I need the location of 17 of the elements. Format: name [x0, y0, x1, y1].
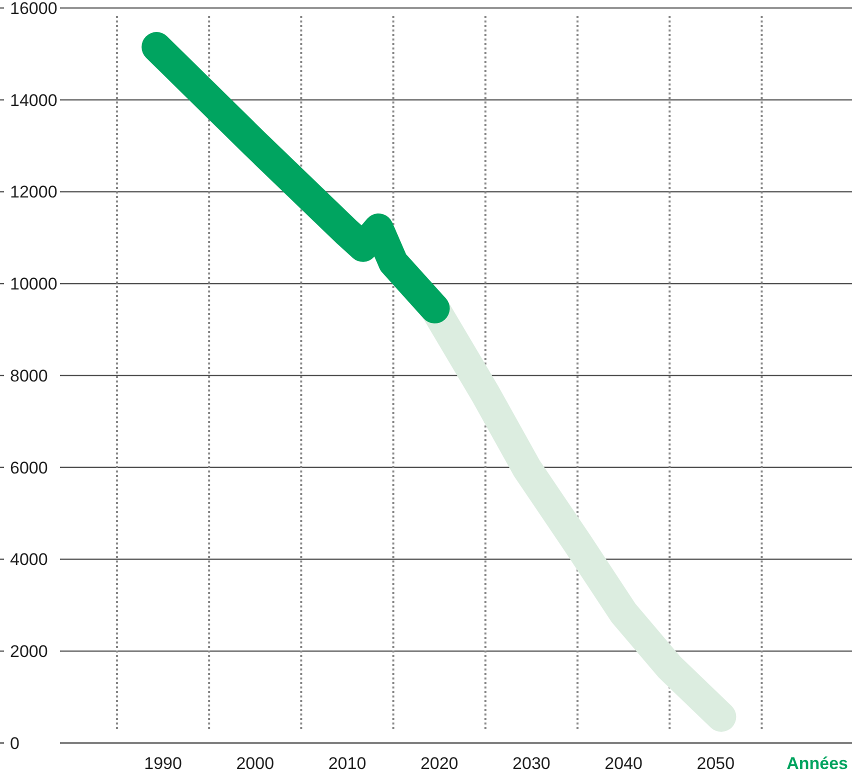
x-tick-label: 2050	[696, 754, 735, 773]
y-tick-label: 16000	[10, 0, 58, 18]
y-tick-label: 4000	[10, 550, 48, 570]
y-tick-label: 2000	[10, 642, 48, 662]
x-tick-label: 2000	[236, 754, 274, 773]
y-tick-label: 0	[10, 734, 20, 753]
x-tick-label: 2010	[328, 754, 366, 773]
y-tick-label: 10000	[10, 274, 58, 294]
y-tick-label: 14000	[10, 90, 58, 110]
x-tick-label: 2020	[420, 754, 458, 773]
x-tick-label: 2040	[604, 754, 642, 773]
x-tick-label: 1990	[144, 754, 182, 773]
x-tick-label: 2030	[512, 754, 550, 773]
x-axis-title: Années	[786, 754, 848, 773]
y-tick-label: 8000	[10, 366, 48, 386]
y-tick-label: 6000	[10, 458, 48, 478]
y-tick-label: 12000	[10, 182, 58, 202]
